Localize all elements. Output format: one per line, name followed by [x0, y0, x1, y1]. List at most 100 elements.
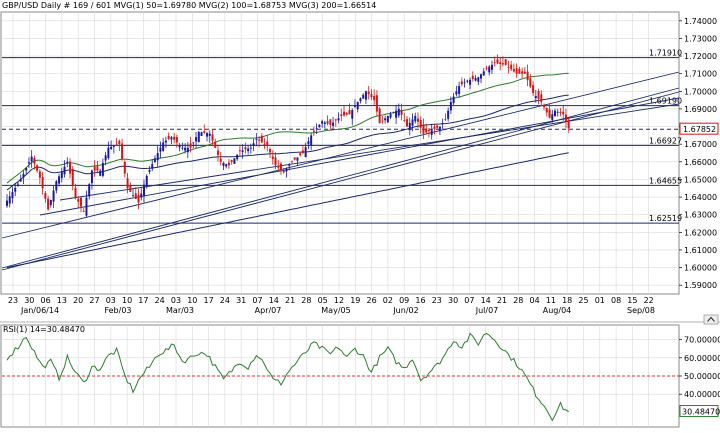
candle-body: [296, 157, 299, 161]
date-tick-label: 30: [448, 296, 458, 305]
candle-body: [77, 198, 80, 202]
candle-body: [129, 185, 132, 192]
candle-body: [378, 108, 381, 124]
candle-body: [353, 106, 356, 107]
candle-body: [47, 198, 50, 210]
candle-body: [493, 62, 496, 64]
rsi-tick-label: 50.00000: [684, 372, 720, 381]
candle-body: [16, 183, 19, 185]
candle-body: [60, 171, 63, 179]
candle-body: [175, 137, 178, 143]
date-axis: 23 30 06 13 20 27 03 10 17 24 03 10 17 24 31 07 14 21 28 05…: [8, 296, 655, 315]
candle-body: [466, 80, 469, 82]
rsi-tick-label: 70.00000: [684, 336, 720, 345]
candle-body: [474, 78, 477, 81]
candle-body: [543, 105, 546, 108]
candle-body: [101, 162, 104, 176]
candle-body: [441, 123, 444, 124]
candle-body: [408, 123, 411, 131]
symbol-label: GBP/USD: [2, 1, 38, 10]
candle-body: [11, 192, 14, 199]
date-tick-label: 07: [464, 296, 474, 305]
candle-body: [419, 119, 422, 128]
candle-body: [397, 108, 400, 116]
candle-body: [258, 139, 261, 141]
date-tick-label: 30: [24, 296, 34, 305]
candle-body: [460, 81, 463, 85]
candle-body: [436, 125, 439, 128]
date-tick-label: 24: [155, 296, 165, 305]
candle-body: [123, 161, 126, 174]
month-label: Aug/04: [543, 306, 572, 315]
candle-body: [288, 165, 291, 167]
date-tick-label: 21: [497, 296, 507, 305]
candle-body: [153, 158, 156, 162]
candle-body: [252, 143, 255, 146]
candle-body: [255, 138, 258, 140]
candle-body: [167, 135, 170, 139]
candle-body: [145, 175, 148, 186]
candle-body: [556, 111, 559, 113]
date-tick-label: 08: [611, 296, 621, 305]
price-tick-label: 1.73000: [684, 34, 717, 43]
candle-body: [477, 77, 480, 82]
candlesticks: [6, 54, 570, 218]
candle-body: [345, 113, 348, 115]
candle-body: [126, 178, 129, 189]
date-tick-label: 18: [562, 296, 572, 305]
date-tick-label: 21: [285, 296, 295, 305]
month-label: Mar/03: [166, 306, 194, 315]
candle-body: [471, 75, 474, 79]
month-label: Feb/03: [104, 306, 131, 315]
candle-body: [219, 158, 222, 162]
candle-body: [55, 181, 58, 191]
candle-body: [148, 170, 151, 172]
candle-body: [115, 144, 118, 146]
candle-body: [452, 96, 455, 104]
candle-body: [537, 90, 540, 99]
candle-body: [323, 122, 326, 124]
rsi-gridlines: [2, 325, 679, 427]
collapse-button[interactable]: [703, 314, 719, 325]
candle-body: [14, 187, 17, 192]
candle-body: [159, 147, 162, 152]
date-tick-label: 09: [399, 296, 409, 305]
candle-body: [71, 168, 74, 186]
price-tick-label: 1.71000: [684, 70, 717, 79]
candle-body: [208, 133, 211, 136]
trendline: [1, 71, 680, 239]
price-tick-label: 1.67000: [684, 140, 717, 149]
candle-body: [206, 133, 209, 137]
level-label: 1.71910: [649, 49, 682, 58]
candle-body: [359, 98, 362, 102]
candle-body: [30, 156, 33, 162]
candle-body: [507, 66, 510, 68]
candle-body: [269, 149, 272, 153]
date-tick-label: 03: [106, 296, 116, 305]
candle-body: [112, 145, 115, 147]
candle-body: [244, 147, 247, 150]
candle-body: [545, 107, 548, 113]
price-tick-label: 1.72000: [684, 52, 717, 61]
candle-body: [417, 118, 419, 122]
date-tick-label: 04: [530, 296, 540, 305]
candle-body: [389, 114, 392, 118]
candle-body: [315, 128, 318, 130]
date-tick-label: 16: [415, 296, 425, 305]
date-tick-label: 01: [595, 296, 605, 305]
candle-body: [362, 94, 365, 99]
candle-body: [422, 124, 425, 134]
price-pane[interactable]: [0, 11, 680, 295]
date-tick-label: 02: [383, 296, 393, 305]
candle-body: [263, 144, 266, 145]
candle-body: [318, 124, 321, 128]
candle-body: [121, 143, 124, 159]
candle-body: [104, 155, 107, 161]
level-label: 1.64655: [649, 176, 682, 185]
candle-body: [66, 161, 69, 163]
candle-body: [293, 157, 296, 160]
candle-body: [241, 150, 244, 152]
date-tick-label: 28: [513, 296, 523, 305]
candle-body: [304, 147, 307, 158]
candle-body: [156, 153, 159, 161]
